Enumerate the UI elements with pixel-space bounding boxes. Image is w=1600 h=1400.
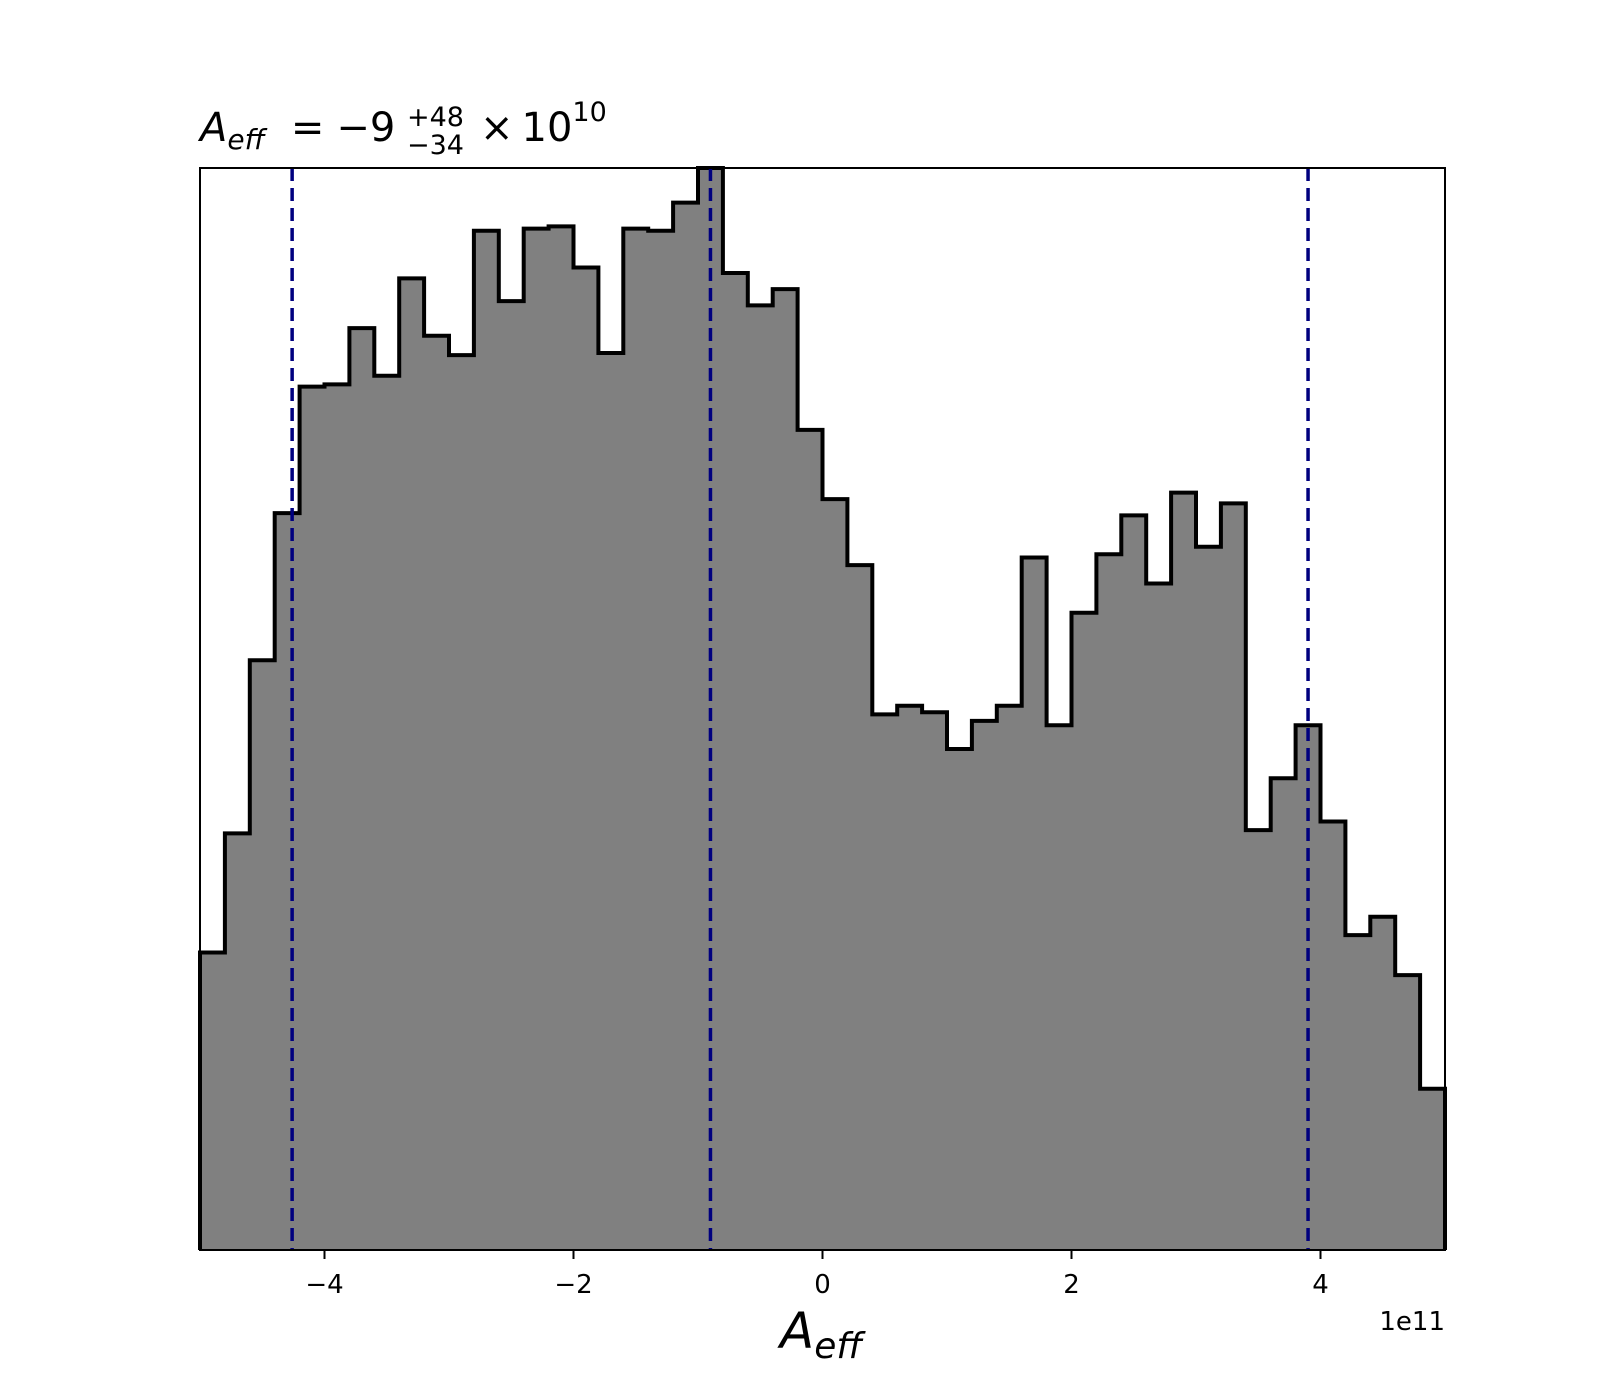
histogram-bar bbox=[1420, 1088, 1446, 1250]
histogram-bar bbox=[872, 714, 898, 1250]
title-subscript: eff bbox=[227, 123, 267, 156]
title-exponent-part: × 1010 bbox=[480, 97, 607, 151]
histogram-bar bbox=[1395, 975, 1421, 1250]
title-symbol: A bbox=[197, 105, 227, 151]
histogram-bar bbox=[1146, 583, 1172, 1250]
x-tick-label: −2 bbox=[554, 1270, 592, 1300]
x-label-symbol: A bbox=[777, 1302, 814, 1360]
title-equals: = bbox=[291, 105, 325, 151]
histogram-bar bbox=[573, 267, 599, 1250]
histogram-bar bbox=[673, 202, 699, 1250]
histogram-bar bbox=[971, 720, 998, 1250]
histogram-bar bbox=[1121, 515, 1147, 1250]
histogram-bar bbox=[1320, 821, 1346, 1250]
histogram-bar bbox=[399, 278, 425, 1250]
histogram-bar bbox=[324, 384, 350, 1250]
x-offset-label: 1e11 bbox=[1379, 1307, 1445, 1337]
title-upper-error: +48 bbox=[407, 102, 464, 133]
x-tick-label: 4 bbox=[1312, 1270, 1329, 1300]
histogram-bar bbox=[473, 230, 500, 1251]
histogram-bar bbox=[747, 305, 774, 1250]
histogram-bar bbox=[947, 749, 973, 1250]
x-tick-label: 2 bbox=[1063, 1270, 1080, 1300]
histogram-bar bbox=[996, 705, 1023, 1250]
histogram-bar bbox=[374, 375, 400, 1250]
histogram-bar bbox=[274, 513, 301, 1250]
chart-title: Aeff = −9 bbox=[197, 105, 395, 156]
histogram-bar bbox=[1071, 612, 1097, 1250]
histogram-bar bbox=[847, 565, 873, 1250]
histogram-bar bbox=[424, 335, 450, 1251]
plot-area bbox=[198, 166, 1447, 1251]
x-tick-label: 0 bbox=[814, 1270, 831, 1300]
histogram-bar bbox=[1046, 725, 1072, 1250]
histogram-bar bbox=[1196, 546, 1222, 1250]
quantile-lines bbox=[290, 168, 1310, 1250]
histogram-bar bbox=[548, 226, 574, 1251]
histogram-bar bbox=[772, 289, 799, 1251]
histogram-bar bbox=[249, 660, 276, 1250]
histogram-bar bbox=[1021, 557, 1048, 1250]
histogram-bar bbox=[623, 228, 649, 1251]
histogram-bar bbox=[200, 952, 226, 1250]
histogram-bar bbox=[922, 712, 948, 1250]
histogram-bar bbox=[1096, 554, 1122, 1250]
histogram-outline bbox=[198, 166, 1447, 1250]
histogram-bar bbox=[598, 353, 624, 1251]
histogram-bar bbox=[822, 499, 848, 1250]
histogram-bar bbox=[1245, 830, 1272, 1250]
histogram-bar bbox=[349, 328, 375, 1250]
histogram-bar bbox=[1370, 916, 1396, 1250]
x-axis-ticks: −4 −2 0 2 4 bbox=[305, 1250, 1329, 1300]
title-times: × bbox=[480, 105, 514, 151]
histogram-bar bbox=[722, 272, 749, 1251]
title-base: 10 bbox=[522, 105, 573, 151]
histogram-bar bbox=[1270, 778, 1297, 1250]
histogram-bar bbox=[1220, 503, 1247, 1250]
x-tick-label: −4 bbox=[305, 1270, 343, 1300]
histogram-bar bbox=[897, 705, 923, 1250]
histogram-bar bbox=[498, 301, 525, 1250]
title-value: −9 bbox=[336, 105, 395, 151]
histogram-bar bbox=[648, 230, 674, 1251]
x-label-subscript: eff bbox=[814, 1326, 866, 1367]
histogram-bar bbox=[449, 355, 475, 1250]
histogram-bar bbox=[299, 386, 325, 1251]
title-exponent: 10 bbox=[572, 97, 606, 128]
histogram-bar bbox=[523, 228, 550, 1251]
histogram-bar bbox=[224, 833, 251, 1250]
histogram-bar bbox=[797, 429, 823, 1250]
title-lower-error: −34 bbox=[407, 130, 464, 161]
x-axis-label: Aeff bbox=[777, 1302, 866, 1367]
histogram-bar bbox=[1171, 492, 1197, 1251]
histogram-bar bbox=[1345, 935, 1371, 1250]
